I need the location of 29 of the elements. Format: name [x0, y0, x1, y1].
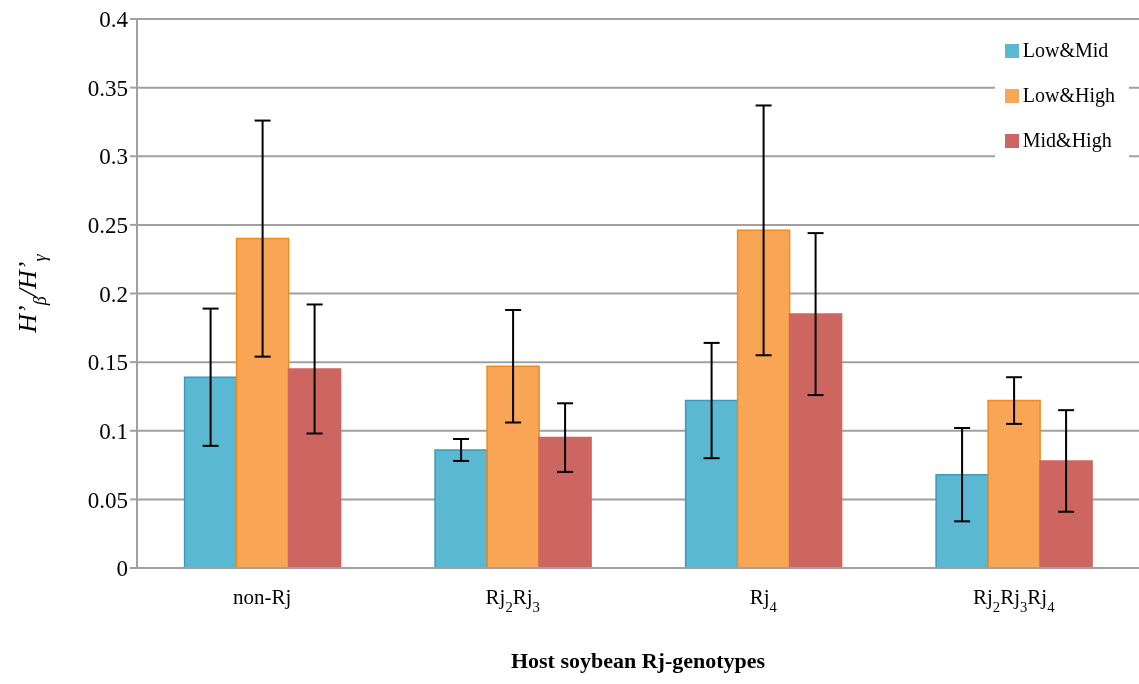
y-tick-label: 0	[116, 556, 128, 582]
x-tick-label: non-Rj	[233, 585, 292, 609]
bar	[684, 399, 739, 568]
x-tick-label: Rj$_{4}$	[749, 585, 778, 615]
x-tick-label: Rj$_{2}$Rj$_{3}$	[485, 585, 540, 615]
bar	[287, 368, 342, 568]
y-tick-label: 0.25	[87, 213, 128, 239]
y-tick-label: 0.1	[99, 418, 128, 444]
bar	[1039, 460, 1093, 568]
y-tick-label: 0.05	[87, 487, 128, 513]
bar	[935, 473, 989, 568]
y-tick-label: 0.4	[99, 7, 129, 33]
y-tick-label: 0.15	[87, 350, 128, 376]
bar	[434, 449, 488, 568]
legend-label: Mid&High	[1022, 129, 1112, 152]
y-tick-label: 0.35	[87, 75, 128, 101]
bar	[987, 399, 1041, 568]
bar	[235, 237, 290, 568]
legend-label: Low&High	[1022, 84, 1115, 107]
legend-label: Low&Mid	[1022, 39, 1109, 62]
bar	[538, 436, 592, 568]
x-axis-title: Host soybean Rj-genotypes	[510, 648, 766, 673]
x-tick-label: Rj$_{2}$Rj$_{3}$Rj$_{4}$	[972, 585, 1056, 615]
bar	[736, 229, 791, 568]
bar	[486, 365, 540, 568]
bar	[788, 313, 843, 568]
bar	[183, 376, 238, 568]
y-tick-label: 0.2	[99, 281, 128, 307]
y-tick-label: 0.3	[99, 144, 128, 170]
